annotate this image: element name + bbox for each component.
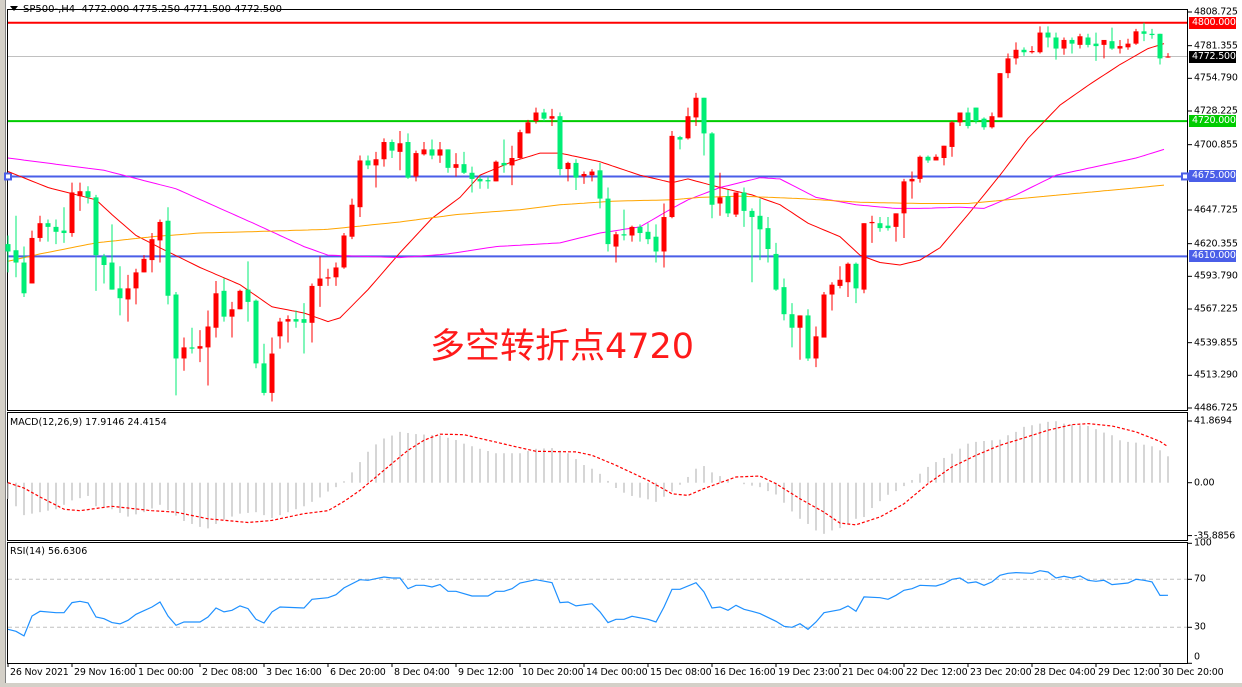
time-axis-label: 1 Dec 00:00 xyxy=(138,667,194,678)
price-tick-label: 4647.725 xyxy=(1194,204,1238,216)
time-axis-label: 10 Dec 20:00 xyxy=(522,667,584,678)
time-axis-label: 2 Dec 08:00 xyxy=(202,667,258,678)
rsi-tick-label: 30 xyxy=(1194,621,1206,633)
time-axis-label: 30 Dec 20:00 xyxy=(1162,667,1224,678)
rsi-label: RSI(14) 56.6306 xyxy=(10,546,88,557)
rsi-tick-label: 0 xyxy=(1194,651,1200,663)
bottom-scrollbar[interactable] xyxy=(0,683,1242,687)
window-border xyxy=(0,0,6,687)
macd-label: MACD(12,26,9) 17.9146 24.4154 xyxy=(10,417,167,428)
macd-panel[interactable] xyxy=(7,412,1188,541)
time-axis-label: 16 Dec 16:00 xyxy=(714,667,776,678)
rsi-tick-label: 70 xyxy=(1194,573,1206,585)
time-axis-label: 15 Dec 08:00 xyxy=(650,667,712,678)
time-axis-label: 9 Dec 12:00 xyxy=(458,667,514,678)
price-tick-label: 4593.790 xyxy=(1194,270,1238,282)
time-axis-label: 6 Dec 20:00 xyxy=(330,667,386,678)
price-tick-label: 4808.725 xyxy=(1194,6,1238,18)
time-axis-label: 21 Dec 04:00 xyxy=(842,667,904,678)
price-tick-label: 4781.355 xyxy=(1194,40,1238,52)
macd-tick-label: 0.00 xyxy=(1194,477,1215,489)
time-axis-label: 28 Dec 04:00 xyxy=(1034,667,1096,678)
rsi-panel[interactable] xyxy=(7,542,1188,664)
annotation-text[interactable]: 多空转折点4720 xyxy=(430,327,695,367)
time-axis-label: 3 Dec 16:00 xyxy=(266,667,322,678)
rsi-tick-label: 100 xyxy=(1194,537,1212,549)
ohlc-low: 4771.500 xyxy=(183,4,232,15)
price-tick-label: 4700.855 xyxy=(1194,139,1238,151)
price-level-label-4720: 4720.000 xyxy=(1189,115,1236,128)
time-axis-label: 19 Dec 23:00 xyxy=(778,667,840,678)
time-axis-label: 14 Dec 00:00 xyxy=(586,667,648,678)
symbol-header: SP500-,H4 4772.000 4775.250 4771.500 477… xyxy=(10,4,282,15)
time-axis-label: 23 Dec 20:00 xyxy=(970,667,1032,678)
price-tick-label: 4728.225 xyxy=(1194,105,1238,117)
macd-tick-label: -35.8856 xyxy=(1194,530,1236,542)
time-axis-label: 26 Nov 2021 xyxy=(10,667,69,678)
price-level-label-4610: 4610.000 xyxy=(1189,250,1236,263)
price-level-label-4800: 4800.000 xyxy=(1189,16,1236,29)
ohlc-open: 4772.000 xyxy=(81,4,130,15)
price-level-label-4675: 4675.000 xyxy=(1189,170,1236,183)
price-tick-label: 4486.725 xyxy=(1194,402,1238,414)
price-tick-label: 4754.790 xyxy=(1194,72,1238,84)
symbol-name: SP500-,H4 xyxy=(23,4,76,15)
ohlc-close: 4772.500 xyxy=(234,4,282,15)
macd-tick-label: 41.8694 xyxy=(1194,415,1232,427)
ohlc-high: 4775.250 xyxy=(132,4,181,15)
price-tick-label: 4513.290 xyxy=(1194,369,1238,381)
price-tick-label: 4539.855 xyxy=(1194,337,1238,349)
price-tick-label: 4620.355 xyxy=(1194,238,1238,250)
current-price-label: 4772.500 xyxy=(1189,50,1236,63)
time-axis-label: 29 Dec 12:00 xyxy=(1098,667,1160,678)
time-axis-label: 29 Nov 16:00 xyxy=(74,667,136,678)
price-tick-label: 4567.225 xyxy=(1194,303,1238,315)
dropdown-triangle-icon[interactable] xyxy=(10,6,18,11)
time-axis-label: 22 Dec 12:00 xyxy=(906,667,968,678)
time-axis-label: 8 Dec 04:00 xyxy=(394,667,450,678)
